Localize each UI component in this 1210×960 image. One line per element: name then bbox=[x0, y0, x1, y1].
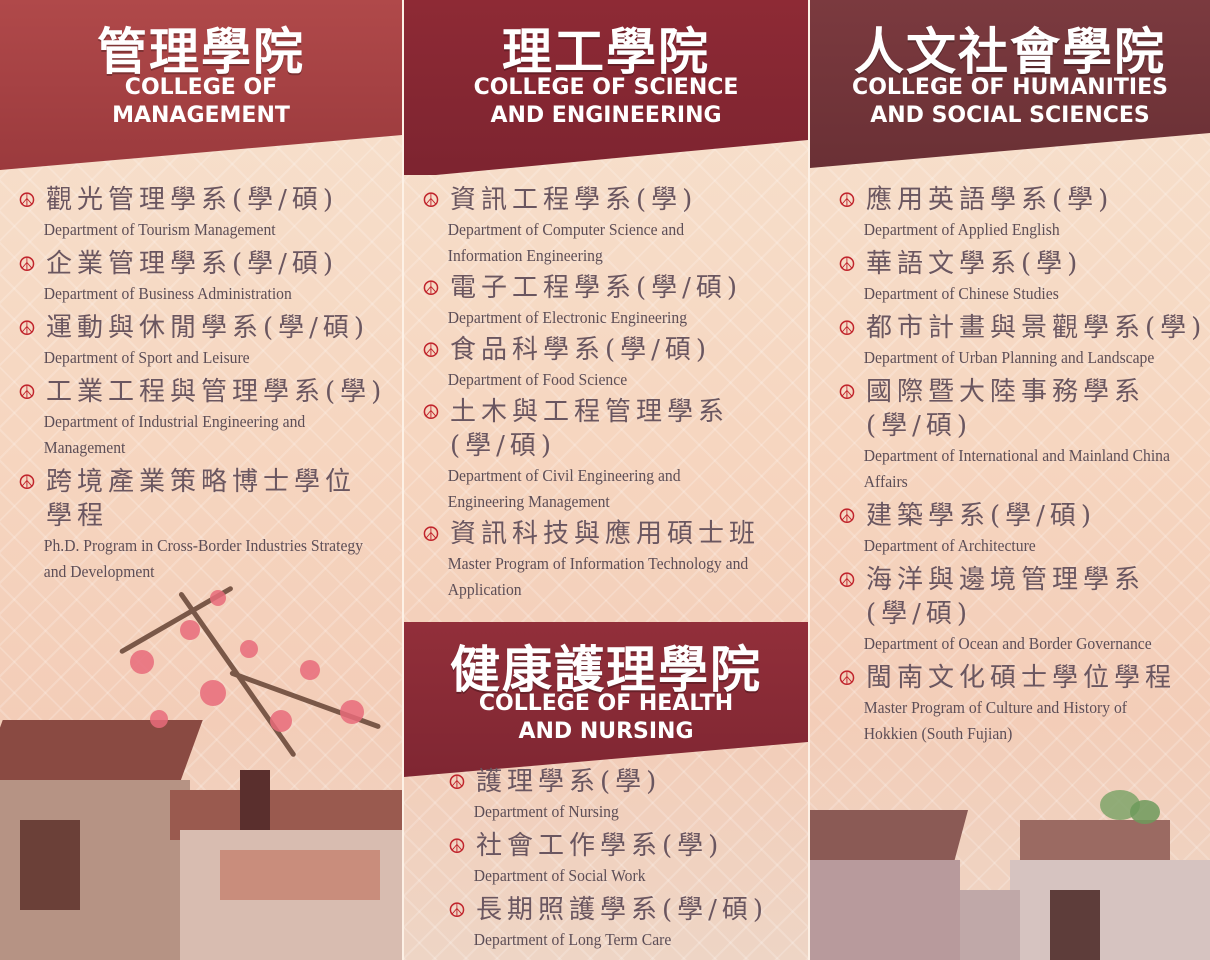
peace-icon: ☮ bbox=[18, 316, 36, 340]
health-header-band: 健康護理學院 COLLEGE OF HEALTH AND NURSING bbox=[404, 622, 808, 777]
peace-icon: ☮ bbox=[838, 380, 856, 404]
science-title-en: COLLEGE OF SCIENCE AND ENGINEERING bbox=[473, 75, 739, 128]
department-item: ☮ 護理學系(學) Department of Nursing bbox=[448, 767, 662, 821]
peace-icon: ☮ bbox=[18, 252, 36, 276]
peace-icon: ☮ bbox=[448, 834, 466, 858]
science-title-zh: 理工學院 bbox=[502, 23, 710, 81]
peace-icon: ☮ bbox=[838, 252, 856, 276]
peace-icon: ☮ bbox=[838, 188, 856, 212]
department-item: ☮ 都市計畫與景觀學系(學) Department of Urban Planni… bbox=[838, 313, 1207, 367]
column-divider bbox=[402, 0, 404, 960]
peace-icon: ☮ bbox=[422, 276, 440, 300]
peace-icon: ☮ bbox=[838, 568, 856, 592]
management-department-list: ☮ 觀光管理學系(學/碩) Department of Tourism Manag… bbox=[18, 183, 398, 585]
department-item: ☮ 電子工程學系(學/碩) Department of Electronic En… bbox=[422, 273, 743, 327]
college-management-panel: 管理學院 COLLEGE OF MANAGEMENT ☮ 觀光管理學系(學/碩) … bbox=[0, 0, 402, 960]
department-item: ☮ 企業管理學系(學/碩) Department of Business Admi… bbox=[18, 249, 339, 303]
science-department-list: ☮ 資訊工程學系(學) Department of Computer Scienc… bbox=[422, 183, 806, 603]
humanities-title-zh: 人文社會學院 bbox=[854, 23, 1166, 81]
department-item: ☮ 資訊科技與應用碩士班 Master Program of Informatio… bbox=[422, 519, 761, 599]
department-item: ☮ 建築學系(學/碩) Department of Architecture bbox=[838, 501, 1097, 555]
peace-icon: ☮ bbox=[18, 470, 36, 494]
peace-icon: ☮ bbox=[838, 666, 856, 690]
department-item: ☮ 海洋與邊境管理學系(學/碩) Department of Ocean and … bbox=[838, 565, 1152, 653]
department-item: ☮ 工業工程與管理學系(學) Department of Industrial E… bbox=[18, 377, 387, 457]
department-item: ☮ 社會工作學系(學) Department of Social Work bbox=[448, 831, 724, 885]
department-item: ☮ 閩南文化碩士學位學程 Master Program of Culture an… bbox=[838, 663, 1177, 743]
peace-icon: ☮ bbox=[448, 770, 466, 794]
peace-icon: ☮ bbox=[448, 898, 466, 922]
peace-icon: ☮ bbox=[422, 522, 440, 546]
peace-icon: ☮ bbox=[18, 380, 36, 404]
humanities-department-list: ☮ 應用英語學系(學) Department of Applied English… bbox=[838, 183, 1210, 747]
health-title-en: COLLEGE OF HEALTH AND NURSING bbox=[478, 691, 734, 744]
peace-icon: ☮ bbox=[422, 188, 440, 212]
department-item: ☮ 跨境產業策略博士學位學程 Ph.D. Program in Cross-Bor… bbox=[18, 467, 364, 581]
management-title-zh: 管理學院 bbox=[97, 23, 305, 81]
management-scenery bbox=[0, 585, 402, 960]
department-item: ☮ 國際暨大陸事務學系(學/碩) Department of Internatio… bbox=[838, 377, 1170, 491]
science-header-band: 理工學院 COLLEGE OF SCIENCE AND ENGINEERING bbox=[404, 0, 808, 175]
peace-icon: ☮ bbox=[422, 400, 440, 424]
humanities-title-en: COLLEGE OF HUMANITIES AND SOCIAL SCIENCE… bbox=[852, 75, 1168, 128]
peace-icon: ☮ bbox=[422, 338, 440, 362]
peace-icon: ☮ bbox=[838, 316, 856, 340]
health-title-zh: 健康護理學院 bbox=[450, 641, 762, 699]
department-item: ☮ 土木與工程管理學系(學/碩) Department of Civil Engi… bbox=[422, 397, 730, 511]
health-department-list: ☮ 護理學系(學) Department of Nursing ☮ 社會工作學系(學… bbox=[448, 765, 808, 953]
department-item: ☮ 長期照護學系(學/碩) Department of Long Term Car… bbox=[448, 895, 769, 949]
college-humanities-panel: 人文社會學院 COLLEGE OF HUMANITIES AND SOCIAL … bbox=[810, 0, 1210, 960]
department-item: ☮ 食品科學系(學/碩) Department of Food Science bbox=[422, 335, 712, 389]
management-title-en: COLLEGE OF MANAGEMENT bbox=[112, 75, 290, 128]
management-header-band: 管理學院 COLLEGE OF MANAGEMENT bbox=[0, 0, 402, 170]
humanities-scenery bbox=[810, 780, 1210, 960]
peace-icon: ☮ bbox=[838, 504, 856, 528]
humanities-header-band: 人文社會學院 COLLEGE OF HUMANITIES AND SOCIAL … bbox=[810, 0, 1210, 168]
college-science-panel: 理工學院 COLLEGE OF SCIENCE AND ENGINEERING … bbox=[404, 0, 808, 960]
department-item: ☮ 華語文學系(學) Department of Chinese Studies bbox=[838, 249, 1083, 303]
department-item: ☮ 運動與休閒學系(學/碩) Department of Sport and Le… bbox=[18, 313, 370, 367]
department-item: ☮ 應用英語學系(學) Department of Applied English bbox=[838, 185, 1114, 239]
peace-icon: ☮ bbox=[18, 188, 36, 212]
department-item: ☮ 觀光管理學系(學/碩) Department of Tourism Manag… bbox=[18, 185, 339, 239]
department-item: ☮ 資訊工程學系(學) Department of Computer Scienc… bbox=[422, 185, 698, 265]
column-divider bbox=[808, 0, 810, 960]
